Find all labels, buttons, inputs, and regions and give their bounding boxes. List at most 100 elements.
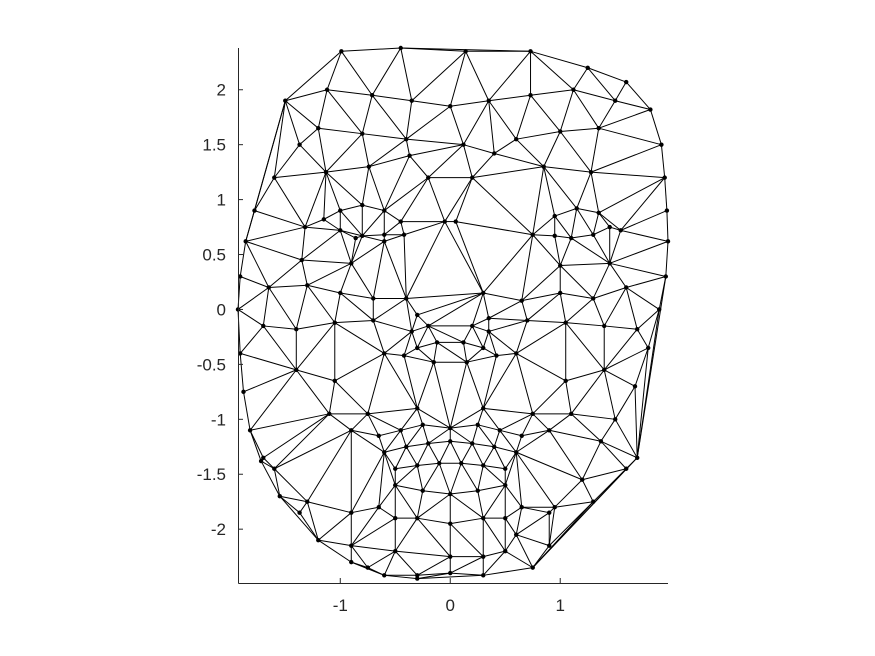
mesh-node-point — [503, 548, 508, 554]
mesh-node-point — [659, 142, 664, 147]
mesh-edge — [603, 287, 627, 327]
mesh-edge — [383, 155, 411, 211]
mesh-node-point — [569, 411, 574, 417]
mesh-edge — [411, 314, 418, 332]
mesh-edge — [554, 215, 572, 239]
mesh-edge — [378, 429, 401, 437]
mesh-node-point — [470, 175, 475, 180]
mesh-node-point — [494, 353, 499, 358]
mesh-edge — [598, 109, 651, 129]
mesh-edge — [273, 468, 281, 497]
mesh-edge — [362, 204, 385, 212]
mesh-edge — [603, 369, 616, 420]
mesh-edge — [367, 413, 401, 431]
mesh-edge — [245, 226, 306, 242]
mesh-edge — [560, 292, 594, 299]
mesh-edge — [526, 292, 561, 321]
mesh-node-point — [552, 213, 557, 219]
mesh-edge — [493, 430, 501, 447]
mesh-node-point — [415, 406, 420, 411]
mesh-edge — [559, 131, 592, 173]
mesh-edge — [554, 235, 572, 239]
mesh-edge — [268, 287, 297, 330]
mesh-edge — [394, 484, 418, 519]
mesh-edge — [350, 237, 357, 264]
mesh-edge — [417, 517, 451, 525]
mesh-node-point — [547, 543, 552, 548]
mesh-edge — [405, 105, 451, 140]
mesh-edge — [427, 443, 440, 464]
mesh-edge — [494, 446, 517, 453]
mesh-edge — [543, 166, 578, 209]
mesh-edge — [472, 442, 495, 448]
mesh-edge — [334, 322, 385, 354]
mesh-edge — [328, 413, 352, 431]
mesh-node-point — [382, 232, 387, 237]
mesh-node-point — [503, 466, 508, 471]
mesh-node-point — [547, 428, 552, 433]
mesh-node-point — [243, 239, 248, 244]
mesh-edge — [471, 153, 495, 178]
mesh-edge — [301, 229, 341, 261]
mesh-node-point — [415, 312, 420, 318]
mesh-node-point — [371, 296, 376, 301]
mesh-edge — [417, 556, 451, 576]
mesh-node-point — [664, 208, 670, 213]
mesh-edge — [378, 506, 396, 519]
mesh-node-point — [481, 515, 486, 521]
mesh-edge — [499, 413, 533, 431]
mesh-edge — [515, 507, 523, 535]
mesh-edge — [565, 380, 572, 414]
mesh-node-point — [481, 345, 486, 351]
mesh-edge — [394, 465, 418, 486]
mesh-edge — [436, 341, 468, 363]
mesh-edge — [603, 328, 638, 371]
mesh-edge — [450, 556, 484, 574]
mesh-edge — [274, 171, 327, 179]
mesh-edge — [384, 574, 418, 580]
mesh-edge — [587, 67, 627, 83]
mesh-node-point — [569, 235, 574, 241]
mesh-node-point — [481, 290, 486, 296]
mesh-edge — [576, 208, 594, 236]
mesh-edge — [327, 89, 373, 96]
mesh-node-point — [382, 239, 387, 244]
mesh-edge — [361, 133, 370, 167]
mesh-node-point — [596, 125, 601, 131]
mesh-edge — [483, 407, 533, 415]
mesh-edge — [587, 67, 616, 102]
mesh-node-point — [585, 65, 590, 70]
mesh-edge — [554, 479, 583, 508]
mesh-node-point — [283, 98, 288, 103]
mesh-edge — [340, 229, 356, 239]
mesh-edge — [581, 479, 594, 502]
mesh-edge — [554, 501, 594, 508]
mesh-edge — [350, 240, 385, 264]
y-tick-label: -1 — [211, 410, 226, 429]
mesh-edge — [620, 229, 669, 242]
mesh-edge — [249, 369, 297, 431]
mesh-edge — [400, 47, 413, 101]
mesh-edge — [395, 484, 423, 492]
mesh-edge — [482, 234, 534, 294]
mesh-edge — [482, 484, 506, 519]
mesh-edge — [554, 235, 561, 266]
mesh-edge — [339, 263, 352, 294]
mesh-edge — [625, 81, 651, 110]
mesh-node-point — [426, 175, 431, 180]
mesh-edge — [516, 451, 583, 481]
mesh-edge — [395, 464, 418, 470]
mesh-node-point — [503, 483, 508, 488]
mesh-node-point — [525, 318, 530, 323]
mesh-nodes — [235, 45, 671, 581]
mesh-edge — [449, 106, 464, 145]
mesh-node-point — [409, 98, 414, 103]
mesh-edge — [307, 262, 352, 286]
mesh-node-point — [591, 232, 596, 237]
mesh-node-point — [360, 233, 365, 239]
mesh-node-point — [272, 466, 277, 471]
mesh-edge — [427, 177, 446, 222]
mesh-node-point — [401, 353, 407, 358]
mesh-node-point — [261, 455, 266, 460]
mesh-node-point — [481, 463, 486, 468]
